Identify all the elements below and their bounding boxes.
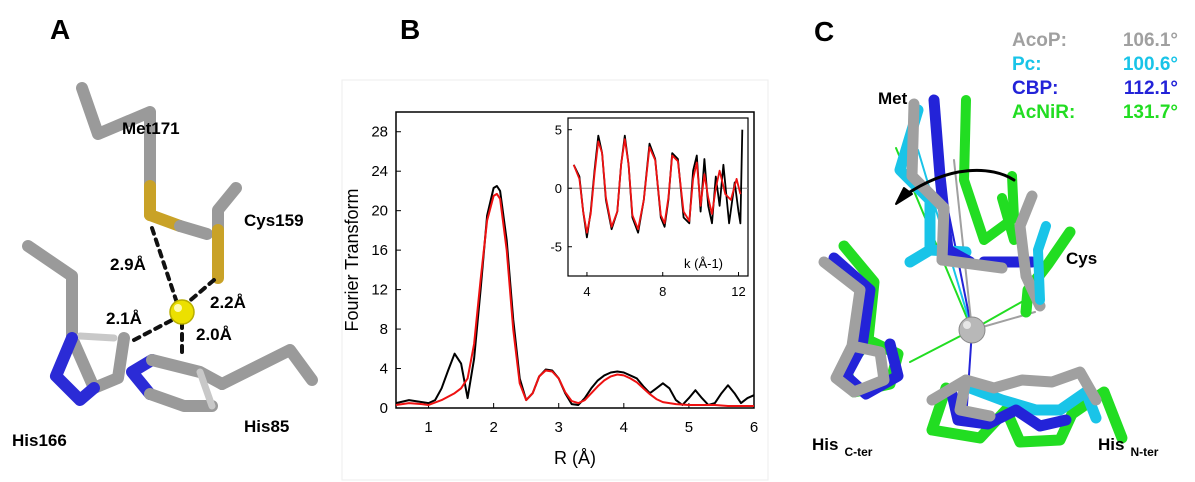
legend-angle: 131.7° — [1123, 102, 1178, 123]
panel-label-c: C — [814, 16, 835, 47]
x-tick-label: 1 — [424, 419, 432, 436]
copper-atom — [958, 316, 986, 344]
y-tick-label: 24 — [371, 163, 388, 180]
y-tick-label: 20 — [371, 203, 388, 220]
legend-angle: 112.1° — [1124, 78, 1178, 99]
cys-grey-stick — [1014, 190, 1046, 312]
legend-name: AcNiR: — [1012, 102, 1075, 123]
inset-series-line-1 — [572, 138, 742, 234]
panel-c: C — [770, 0, 1195, 482]
label-met: Met — [878, 89, 908, 108]
panel-label-a: A — [50, 14, 71, 45]
y-axis-label: Fourier Transform — [342, 188, 362, 331]
panel-a: A — [0, 0, 340, 482]
legend-angle: 100.6° — [1123, 54, 1178, 75]
inset-x-tick-label: 4 — [583, 284, 590, 299]
label-met171: Met171 — [122, 119, 180, 138]
y-tick-label: 0 — [380, 400, 388, 417]
x-tick-label: 3 — [555, 419, 563, 436]
label-cys: Cys — [1066, 249, 1097, 268]
his85-stick — [126, 354, 158, 400]
met-grey-stick — [906, 98, 950, 266]
series-line-0 — [395, 185, 755, 406]
label-his166: His166 — [12, 431, 67, 450]
legend-name: CBP: — [1012, 78, 1058, 99]
y-tick-label: 28 — [371, 124, 388, 141]
series-line-1 — [395, 192, 754, 407]
distance-met: 2.9Å — [110, 255, 146, 274]
panel-b: B 1 2 3 4 5 6 0 4 8 12 16 20 24 28 R (Å) Fourier Tran… — [340, 0, 770, 482]
legend-name: Pc: — [1012, 54, 1042, 75]
y-tick-label: 8 — [380, 321, 388, 338]
inset-x-tick-label: 8 — [659, 284, 666, 299]
x-axis-label: R (Å) — [554, 448, 596, 468]
plot-frame — [395, 111, 755, 409]
distance-his85: 2.0Å — [196, 325, 232, 344]
met-green-stick — [959, 95, 1019, 245]
x-tick-label: 6 — [750, 419, 758, 436]
panel-label-b: B — [400, 14, 421, 45]
y-tick-label: 12 — [371, 282, 388, 299]
y-tick-label: 4 — [380, 361, 388, 378]
inset-x-tick-label: 12 — [731, 284, 745, 299]
label-his-nter: His N-ter — [1098, 435, 1159, 459]
rotation-arrow — [902, 168, 1016, 198]
his166-stick — [22, 240, 78, 344]
legend-angle: 106.1° — [1123, 30, 1178, 51]
cys159-stick — [212, 182, 242, 236]
label-his85: His85 — [244, 417, 289, 436]
his166-nitrogen — [50, 332, 100, 406]
x-tick-label: 5 — [685, 419, 693, 436]
angle-legend: AcoP: 106.1° Pc: 100.6° CBP: 112.1° AcNiR: 131.… — [1012, 30, 1178, 123]
inset-y-tick-label: 0 — [555, 181, 562, 196]
met171-stick — [76, 82, 156, 192]
his-cter-blue-stick — [828, 252, 904, 400]
distance-his166: 2.1Å — [106, 309, 142, 328]
distance-cys: 2.2Å — [210, 293, 246, 312]
inset-y-tick-label: -5 — [550, 240, 562, 255]
label-his-cter: His C-ter — [812, 435, 873, 459]
superposition-structure: Met Cys His C-ter His N-ter AcoP: 106.1° Pc:… — [812, 30, 1178, 459]
copper-atom — [169, 299, 195, 325]
his-cter-grey-stick — [818, 256, 890, 398]
y-tick-label: 16 — [371, 242, 388, 259]
legend-name: AcoP: — [1012, 30, 1067, 51]
inset-x-axis-label: k (Å-1) — [684, 256, 723, 271]
x-tick-label: 2 — [489, 419, 497, 436]
copper-site-structure: Met171 Cys159 His166 His85 2.9Å 2.2Å 2.1… — [12, 82, 318, 450]
x-tick-label: 4 — [620, 419, 628, 436]
label-cys159: Cys159 — [244, 211, 304, 230]
his-nter-blue-stick — [946, 388, 1072, 432]
coordination-bonds — [132, 226, 216, 360]
inset-y-tick-label: 5 — [555, 123, 562, 138]
